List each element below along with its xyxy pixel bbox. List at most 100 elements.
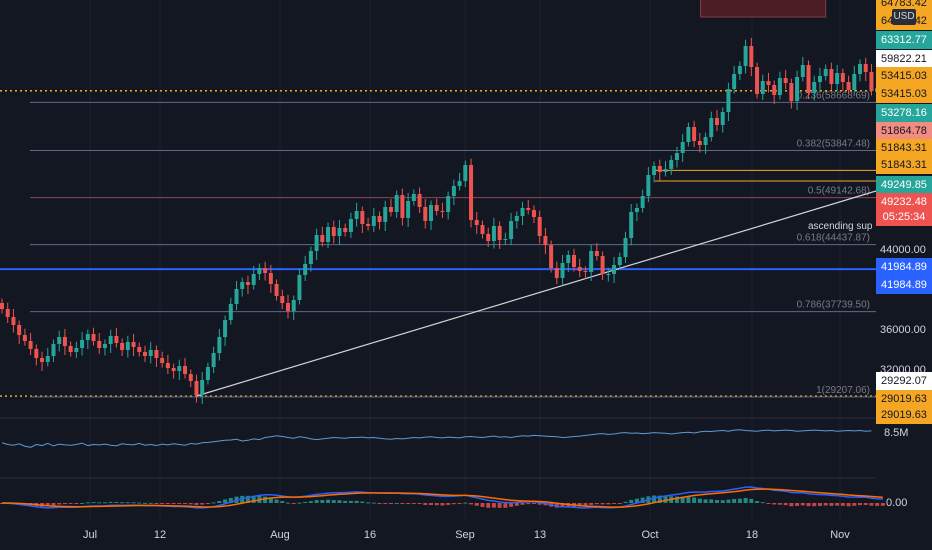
macd-histogram-bar	[114, 501, 119, 503]
macd-histogram-bar	[45, 503, 50, 507]
macd-histogram-bar	[509, 503, 514, 507]
macd-histogram-bar	[577, 503, 582, 507]
candle-body	[177, 366, 182, 371]
candle-body	[692, 127, 697, 141]
candle-body	[469, 165, 474, 220]
candle-body	[594, 251, 599, 256]
candle-body	[200, 380, 205, 395]
macd-histogram-bar	[406, 503, 411, 504]
macd-histogram-bar	[726, 499, 731, 503]
macd-histogram-bar	[497, 503, 502, 508]
candle-body	[514, 216, 519, 221]
macd-histogram-bar	[371, 502, 376, 504]
macd-histogram-bar	[583, 503, 588, 507]
candle-body	[228, 304, 233, 320]
candle-body	[554, 268, 559, 278]
price-tag: 59822.21	[876, 50, 932, 68]
candle-body	[11, 317, 16, 325]
macd-histogram-bar	[417, 503, 422, 505]
fib-level-label: 0.618(44437.87)	[797, 233, 870, 244]
macd-histogram-bar	[652, 495, 657, 503]
macd-histogram-bar	[434, 503, 439, 506]
price-tag: 64783.42	[876, 0, 932, 12]
price-tag: 53415.03	[876, 85, 932, 103]
macd-histogram-bar	[429, 503, 433, 505]
macd-histogram-bar	[486, 503, 491, 508]
candle-body	[835, 73, 840, 84]
candle-body	[217, 337, 222, 353]
macd-histogram-bar	[411, 503, 416, 504]
macd-histogram-bar	[743, 498, 748, 503]
macd-histogram-bar	[308, 501, 313, 503]
macd-histogram-bar	[480, 503, 485, 507]
price-tag: 41984.89	[876, 258, 932, 276]
macd-histogram-bar	[629, 499, 634, 503]
candle-body	[297, 275, 302, 300]
candle-body	[74, 348, 79, 352]
candle-body	[686, 127, 691, 142]
macd-pane	[0, 417, 885, 509]
candle-body	[51, 344, 56, 356]
fib-level-label: 0.5(49142.68)	[808, 186, 870, 197]
x-axis-label: 18	[746, 529, 758, 541]
candle-body	[800, 65, 805, 77]
macd-histogram-bar	[131, 502, 136, 504]
candle-body	[646, 175, 651, 196]
candle-body	[863, 64, 868, 72]
macd-histogram-bar	[640, 497, 645, 503]
candle-body	[354, 211, 359, 219]
macd-histogram-bar	[183, 503, 188, 505]
macd-histogram-bar	[263, 496, 268, 503]
macd-histogram-bar	[858, 503, 862, 506]
candle-body	[406, 201, 411, 218]
macd-histogram-bar	[314, 500, 319, 503]
macd-histogram-bar	[188, 503, 193, 505]
macd-histogram-bar	[617, 503, 622, 504]
candle-body	[97, 341, 102, 348]
macd-histogram-bar	[343, 500, 348, 503]
candle-body	[726, 89, 731, 112]
price-tag: 41984.89	[876, 276, 932, 294]
candle-body	[394, 195, 399, 212]
macd-histogram-bar	[68, 503, 73, 504]
macd-histogram-bar	[394, 502, 399, 504]
macd-histogram-bar	[326, 499, 331, 503]
macd-histogram-bar	[274, 499, 279, 503]
macd-histogram-bar	[366, 502, 371, 504]
macd-histogram-bar	[709, 499, 714, 503]
candle-body	[583, 271, 588, 272]
macd-histogram-bar	[612, 503, 617, 504]
price-tag: 29019.63	[876, 390, 932, 408]
candle-body	[274, 284, 279, 296]
macd-zero-label: 0.00	[886, 497, 907, 509]
candle-body	[434, 205, 439, 211]
macd-histogram-bar	[623, 501, 628, 503]
macd-histogram-bar	[680, 496, 685, 503]
macd-histogram-bar	[137, 502, 142, 504]
candle-body	[114, 336, 119, 343]
trendline	[196, 190, 877, 397]
x-axis-label: Aug	[270, 529, 290, 541]
trendline-annotation: ascending sup	[808, 221, 873, 232]
x-axis-label: 16	[364, 529, 376, 541]
macd-histogram-bar	[383, 503, 388, 504]
macd-histogram-bar	[297, 502, 302, 504]
macd-histogram-bar	[223, 499, 228, 503]
macd-histogram-bar	[491, 503, 496, 508]
macd-histogram-bar	[457, 503, 462, 504]
currency-badge[interactable]: USD	[892, 9, 916, 25]
candle-body	[457, 181, 462, 186]
macd-histogram-bar	[823, 503, 828, 506]
macd-histogram-bar	[120, 502, 125, 504]
macd-histogram-bar	[760, 502, 765, 504]
candle-body	[125, 342, 130, 350]
candle-body	[34, 349, 39, 358]
candle-body	[674, 153, 679, 160]
candle-body	[652, 166, 657, 175]
candle-body	[549, 245, 554, 268]
macd-histogram-bar	[554, 503, 559, 508]
candle-body	[377, 216, 382, 222]
macd-histogram-bar	[715, 500, 719, 503]
candle-body	[732, 74, 737, 89]
